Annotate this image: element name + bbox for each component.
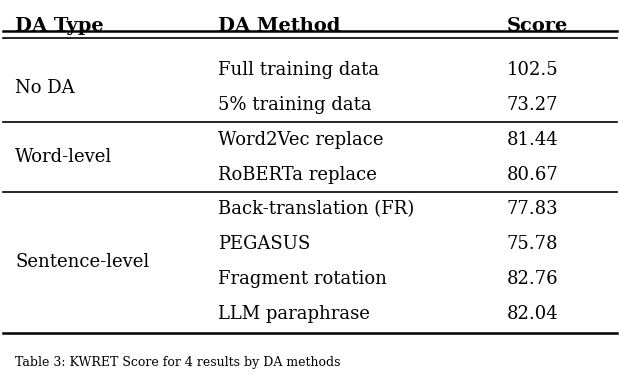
Text: Score: Score	[507, 17, 568, 35]
Text: Back-translation (FR): Back-translation (FR)	[218, 201, 414, 218]
Text: Word2Vec replace: Word2Vec replace	[218, 131, 383, 149]
Text: 80.67: 80.67	[507, 166, 559, 184]
Text: 77.83: 77.83	[507, 201, 558, 218]
Text: LLM paraphrase: LLM paraphrase	[218, 305, 370, 323]
Text: Full training data: Full training data	[218, 61, 379, 79]
Text: 82.76: 82.76	[507, 270, 558, 288]
Text: No DA: No DA	[15, 79, 74, 97]
Text: Sentence-level: Sentence-level	[15, 253, 149, 271]
Text: 75.78: 75.78	[507, 235, 558, 253]
Text: 5% training data: 5% training data	[218, 96, 371, 114]
Text: DA Method: DA Method	[218, 17, 340, 35]
Text: 102.5: 102.5	[507, 61, 558, 79]
Text: DA Type: DA Type	[15, 17, 104, 35]
Text: RoBERTa replace: RoBERTa replace	[218, 166, 377, 184]
Text: Table 3: KWRET Score for 4 results by DA methods: Table 3: KWRET Score for 4 results by DA…	[15, 356, 340, 369]
Text: Fragment rotation: Fragment rotation	[218, 270, 387, 288]
Text: 81.44: 81.44	[507, 131, 558, 149]
Text: 82.04: 82.04	[507, 305, 558, 323]
Text: 73.27: 73.27	[507, 96, 558, 114]
Text: Word-level: Word-level	[15, 148, 112, 166]
Text: PEGASUS: PEGASUS	[218, 235, 310, 253]
